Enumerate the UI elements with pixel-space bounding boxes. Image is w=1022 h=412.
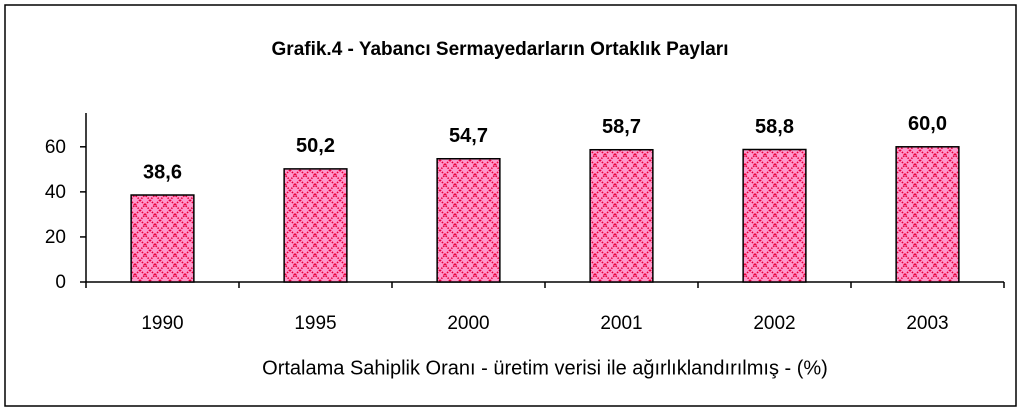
bar [895,146,960,283]
x-tick-label: 2001 [600,313,642,334]
data-label: 54,7 [449,125,488,147]
bar [589,148,654,283]
bar [436,157,501,283]
data-label: 38,6 [143,161,182,183]
x-tick-label: 1990 [141,313,183,334]
y-tick-label: 20 [45,227,66,248]
data-label: 58,7 [602,116,641,138]
bar [283,168,348,283]
y-tick-label: 0 [55,272,66,293]
y-tick-label: 40 [45,182,66,203]
x-tick-label: 2002 [753,313,795,334]
x-tick-label: 2003 [906,313,948,334]
data-label: 58,8 [755,116,794,138]
data-label: 50,2 [296,135,335,157]
x-tick-label: 1995 [294,313,336,334]
bar [742,148,807,283]
data-label: 60,0 [908,113,947,135]
x-axis-label: Ortalama Sahiplik Oranı - üretim verisi … [262,357,828,379]
chart-title: Grafik.4 - Yabancı Sermayedarların Ortak… [272,39,729,60]
y-tick-label: 60 [45,137,66,158]
bar [130,194,195,283]
x-tick-label: 2000 [447,313,489,334]
